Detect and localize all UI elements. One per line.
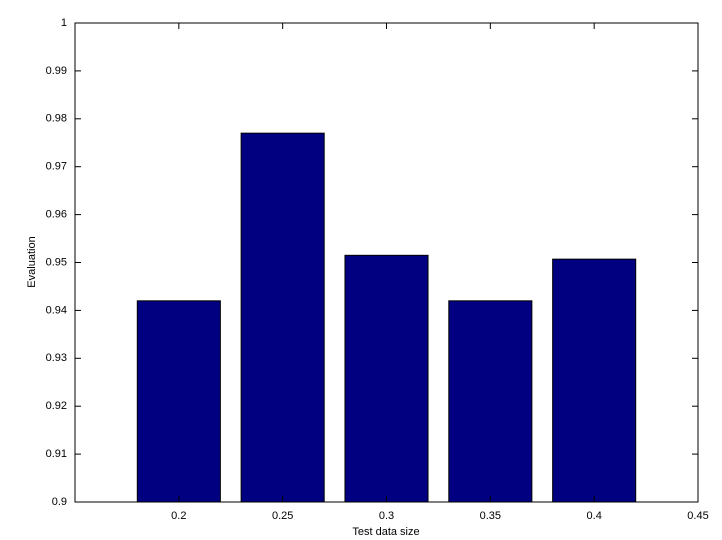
y-tick-label: 0.99	[46, 65, 67, 77]
x-axis-label: Test data size	[352, 526, 419, 538]
y-tick-label: 0.91	[46, 448, 67, 460]
y-tick-label: 1	[61, 17, 67, 29]
x-tick-label: 0.2	[171, 510, 186, 522]
x-tick-label: 0.25	[272, 510, 293, 522]
y-axis-label: Evaluation	[26, 236, 38, 287]
x-tick-label: 0.35	[480, 510, 501, 522]
bar	[552, 258, 637, 503]
bar	[344, 254, 429, 503]
y-tick-label: 0.9	[52, 496, 67, 508]
y-tick-label: 0.98	[46, 113, 67, 125]
x-tick-label: 0.45	[687, 510, 708, 522]
bar	[448, 300, 533, 503]
bar	[136, 300, 221, 503]
y-tick-label: 0.97	[46, 161, 67, 173]
bar	[240, 132, 325, 503]
x-tick-label: 0.4	[587, 510, 602, 522]
y-tick-label: 0.92	[46, 400, 67, 412]
y-tick-label: 0.93	[46, 352, 67, 364]
x-tick-label: 0.3	[379, 510, 394, 522]
y-tick-label: 0.96	[46, 209, 67, 221]
y-tick-label: 0.95	[46, 256, 67, 268]
y-tick-label: 0.94	[46, 304, 67, 316]
